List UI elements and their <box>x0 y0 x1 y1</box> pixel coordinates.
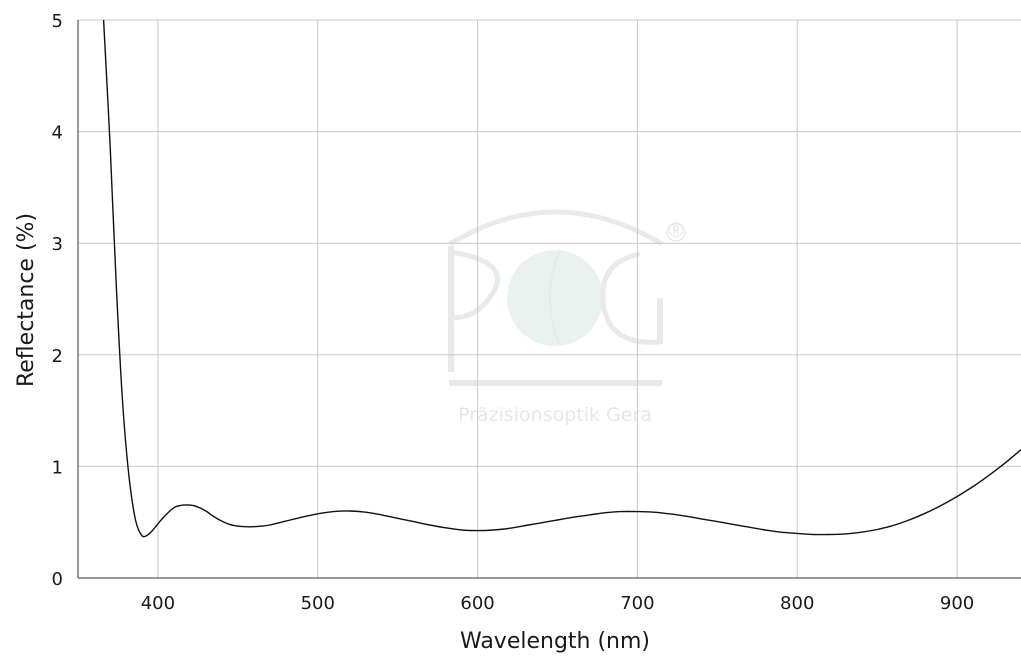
x-axis-title: Wavelength (nm) <box>460 629 650 654</box>
reflectance-curve <box>102 19 1021 538</box>
y-tick-label-1: 1 <box>52 457 63 478</box>
x-tick-label-900: 900 <box>940 593 974 614</box>
y-tick-label-5: 5 <box>52 11 63 32</box>
y-axis-title: Reflectance (%) <box>14 213 39 387</box>
y-tick-label-3: 3 <box>52 234 63 255</box>
pog-watermark-logo: ® Präzisionsoptik Gera <box>448 209 686 426</box>
y-tick-label-2: 2 <box>52 346 63 367</box>
x-tick-label-400: 400 <box>141 593 175 614</box>
axes <box>77 20 1021 579</box>
watermark-ball-icon <box>507 250 603 346</box>
watermark-caption: Präzisionsoptik Gera <box>458 404 652 426</box>
y-tick-label-0: 0 <box>52 569 63 590</box>
x-tick-label-500: 500 <box>301 593 335 614</box>
x-tick-label-800: 800 <box>780 593 814 614</box>
x-tick-labels: 400 500 600 700 800 900 <box>141 593 975 614</box>
x-tick-label-700: 700 <box>620 593 654 614</box>
y-tick-label-4: 4 <box>52 123 63 144</box>
x-tick-label-600: 600 <box>460 593 494 614</box>
y-tick-labels: 0 1 2 3 4 5 <box>52 11 63 590</box>
watermark-registered-mark: ® <box>667 220 686 242</box>
